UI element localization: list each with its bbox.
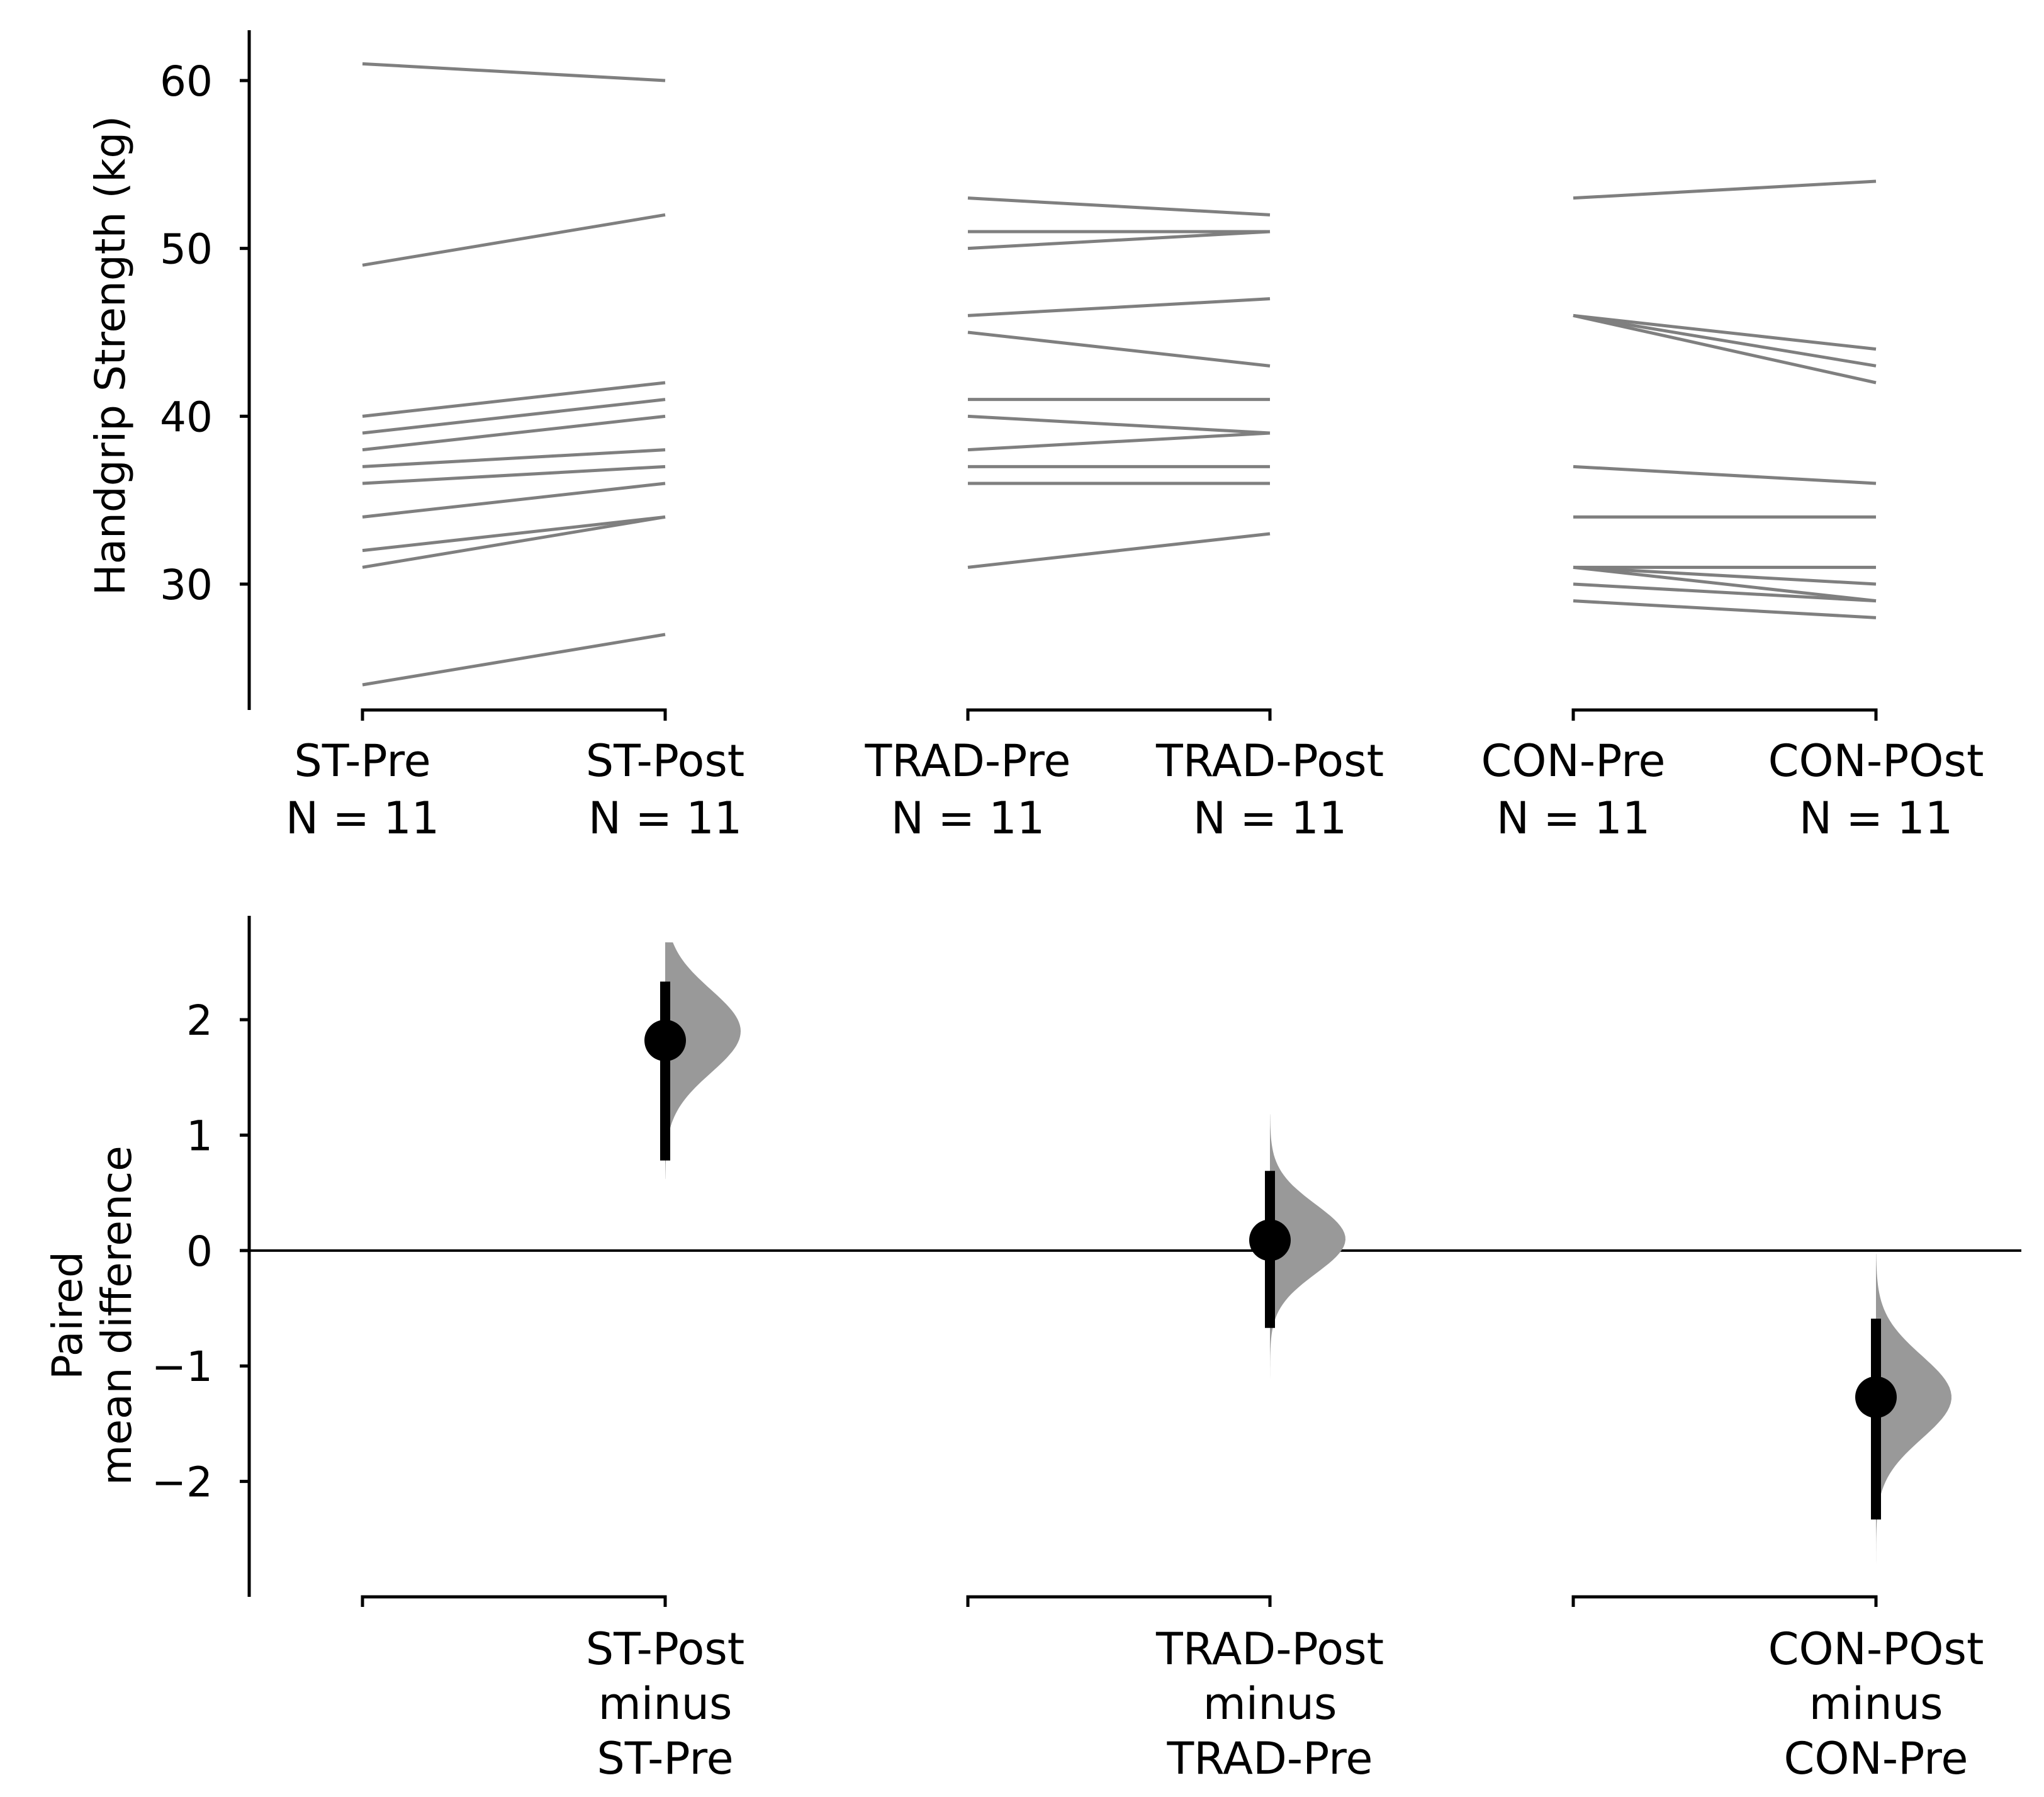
- y-tick-label: 0: [186, 1227, 213, 1276]
- bootstrap-distribution: [1270, 1114, 1345, 1386]
- y-tick-label: 40: [160, 393, 213, 441]
- pair-line: [967, 230, 1271, 251]
- x-category-n: N = 11: [1193, 792, 1347, 844]
- pair-line: [362, 414, 666, 452]
- pair-line: [362, 465, 666, 485]
- x-category-label: TRAD-Pre: [865, 735, 1071, 787]
- pair-line: [1573, 179, 1877, 200]
- y-tick-label: −1: [152, 1343, 213, 1391]
- pair-line: [967, 330, 1271, 368]
- contrast-label: minus: [598, 1678, 733, 1730]
- pair-line: [362, 213, 666, 267]
- y-tick-label: 1: [186, 1112, 213, 1160]
- contrast-label: TRAD-Post: [1155, 1623, 1384, 1675]
- contrast-label: TRAD-Pre: [1167, 1733, 1373, 1784]
- pair-line: [362, 633, 666, 687]
- y-tick-label: 60: [160, 57, 213, 106]
- x-category-n: N = 11: [1799, 792, 1953, 844]
- group-bracket: [361, 708, 667, 721]
- pair-line: [1573, 313, 1877, 368]
- pair-line: [362, 62, 666, 82]
- pair-line: [362, 482, 666, 519]
- contrast-label: ST-Pre: [597, 1733, 733, 1784]
- mean-difference-point: [644, 1020, 686, 1062]
- group-bracket: [1571, 708, 1878, 721]
- contrast-label: CON-POst: [1768, 1623, 1984, 1675]
- pair-line: [967, 414, 1271, 435]
- x-category-label: ST-Pre: [294, 735, 430, 787]
- x-category-n: N = 11: [588, 792, 743, 844]
- mean-difference-point: [1249, 1219, 1291, 1261]
- pair-line: [362, 448, 666, 468]
- pair-line: [1573, 313, 1877, 385]
- pair-lines: [362, 62, 1877, 687]
- pair-line: [362, 515, 666, 569]
- contrast-label: CON-Pre: [1784, 1733, 1968, 1784]
- pair-line: [967, 297, 1271, 317]
- x-category-label: CON-Pre: [1481, 735, 1666, 787]
- contrast-bracket: [966, 1595, 1272, 1607]
- pair-line: [1573, 313, 1877, 351]
- bootstrap-distribution: [1876, 1254, 1951, 1569]
- x-category-n: N = 11: [286, 792, 440, 844]
- pair-line: [967, 532, 1271, 569]
- contrast-label: minus: [1809, 1678, 1943, 1730]
- x-axis-bottom: ST-PostminusST-PreTRAD-PostminusTRAD-Pre…: [361, 1595, 1984, 1784]
- y-tick-label: −2: [152, 1458, 213, 1507]
- contrasts: [644, 942, 1951, 1569]
- x-category-label: TRAD-Post: [1155, 735, 1384, 787]
- pair-line: [1573, 465, 1877, 485]
- pair-line: [362, 381, 666, 418]
- pair-line: [1573, 582, 1877, 603]
- pair-line: [1573, 599, 1877, 619]
- x-category-n: N = 11: [891, 792, 1045, 844]
- pair-line: [967, 196, 1271, 217]
- contrast-label: minus: [1203, 1678, 1337, 1730]
- pair-line: [362, 398, 666, 435]
- y-tick-label: 30: [160, 561, 213, 609]
- x-category-n: N = 11: [1496, 792, 1651, 844]
- y-axis-label-line: mean difference: [93, 1146, 141, 1485]
- pair-line: [967, 431, 1271, 452]
- pair-line: [1573, 565, 1877, 586]
- y-axis-label-bottom: Pairedmean difference: [43, 1146, 141, 1485]
- pair-line: [362, 515, 666, 553]
- x-category-label: CON-POst: [1768, 735, 1984, 787]
- y-axis-label-line: Paired: [43, 1251, 92, 1380]
- pair-line: [1573, 565, 1877, 603]
- contrast-label: ST-Post: [586, 1623, 745, 1675]
- mean-difference-point: [1855, 1376, 1897, 1418]
- y-tick-label: 50: [160, 225, 213, 274]
- group-bracket: [966, 708, 1272, 721]
- contrast-bracket: [361, 1595, 667, 1607]
- contrast-bracket: [1571, 1595, 1878, 1607]
- y-axis-ticks-bottom: −2 −1 0 1 2: [152, 996, 249, 1507]
- y-tick-label: 2: [186, 996, 213, 1045]
- y-axis-label: Handgrip Strength (kg): [86, 116, 135, 595]
- x-category-label: ST-Post: [586, 735, 745, 787]
- y-axis-ticks: 30 40 50 60: [160, 57, 249, 609]
- bootstrap-distribution: [665, 942, 741, 1180]
